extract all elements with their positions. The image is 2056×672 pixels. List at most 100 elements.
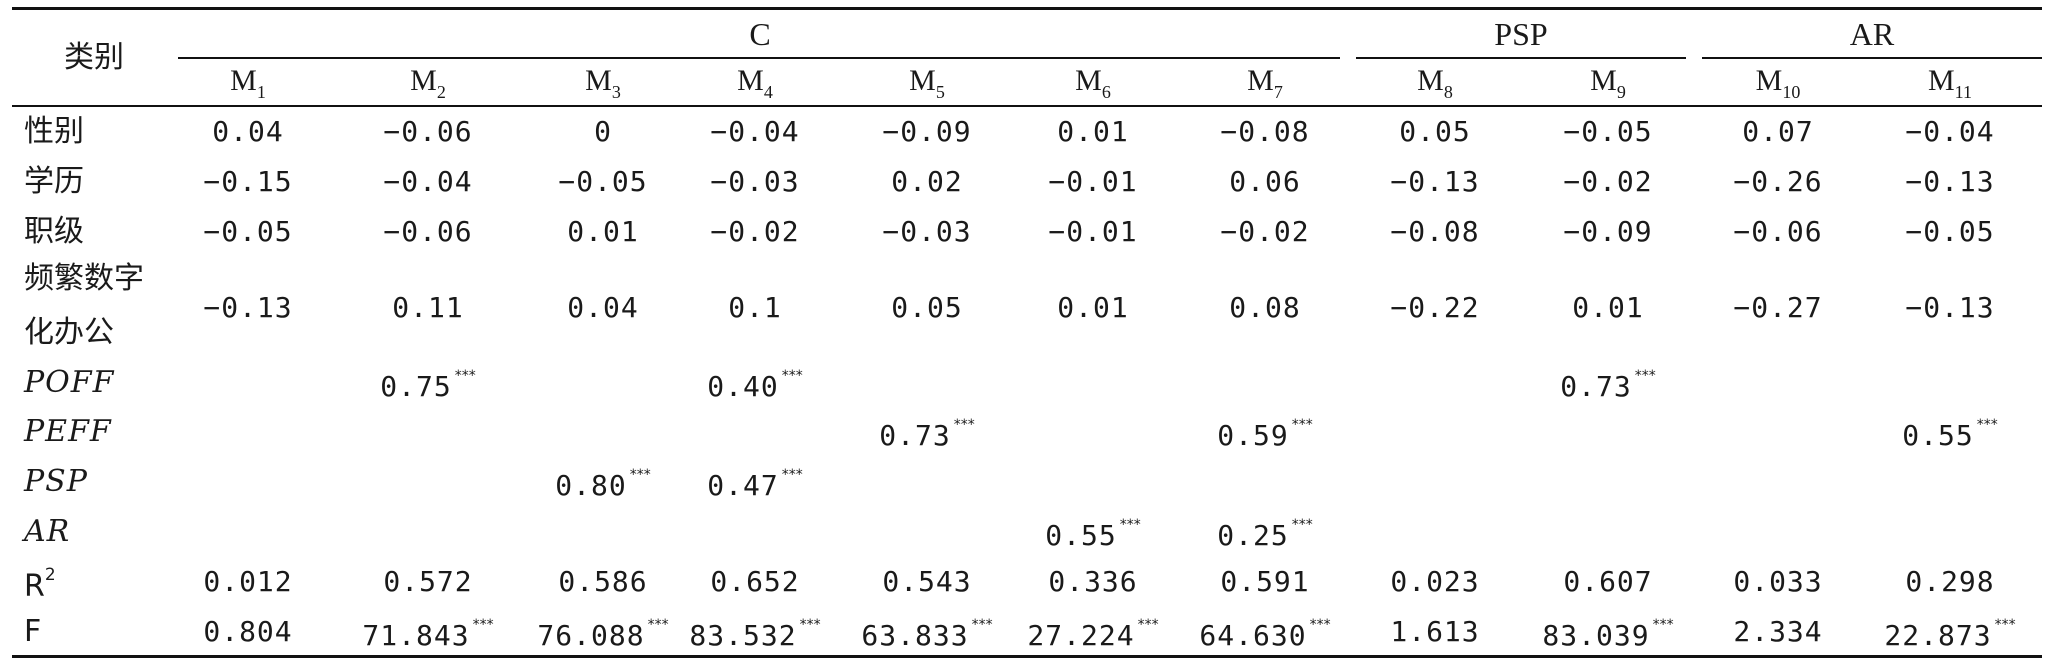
- cell-value: −0.06: [383, 115, 473, 148]
- table-cell: −0.13: [1390, 168, 1479, 196]
- cell-value: 0.25: [1217, 519, 1289, 552]
- cell-value: 0.55: [1902, 419, 1974, 452]
- bottom-rule: [12, 655, 2042, 658]
- table-cell: −0.03: [710, 168, 799, 196]
- model-base: M: [410, 64, 437, 97]
- cell-value: 0.01: [1057, 115, 1129, 148]
- row-label-text: 职级: [24, 214, 84, 249]
- cell-value: −0.06: [1733, 215, 1823, 248]
- cell-value: −0.15: [203, 165, 293, 198]
- row-label: F: [24, 617, 41, 647]
- model-base: M: [1590, 64, 1617, 97]
- cell-value: 0.012: [203, 565, 293, 598]
- cell-value: −0.04: [1905, 115, 1995, 148]
- significance-marker: ***: [971, 617, 993, 633]
- cell-value: 0.586: [558, 565, 648, 598]
- group-psp-header: PSP: [1494, 16, 1548, 52]
- table-cell: 0.40 ***: [707, 369, 802, 401]
- table-cell: 0.01: [1057, 294, 1128, 322]
- table-cell: 0.01: [1572, 294, 1643, 322]
- cell-value: 0.804: [203, 615, 293, 648]
- table-cell: 0.336: [1048, 568, 1137, 596]
- table-cell: 0.80 ***: [555, 468, 650, 500]
- cell-value: 0.1: [728, 291, 782, 324]
- row-label-superscript: 2: [44, 565, 56, 585]
- table-cell: −0.06: [383, 218, 472, 246]
- group-ar-header: AR: [1849, 16, 1895, 52]
- model-subscript: 6: [1101, 82, 1111, 102]
- cell-value: 0.01: [1572, 291, 1644, 324]
- significance-marker: ***: [799, 617, 821, 633]
- table-cell: −0.02: [1563, 168, 1652, 196]
- cell-value: 0.06: [1229, 165, 1301, 198]
- row-label: 性别: [24, 117, 84, 147]
- model-header: M8: [1417, 66, 1453, 102]
- table-cell: 0.02: [891, 168, 962, 196]
- row-label: 频繁数字: [24, 264, 144, 294]
- table-cell: 83.532 ***: [689, 618, 820, 650]
- table-cell: −0.06: [383, 118, 472, 146]
- table-cell: −0.04: [710, 118, 799, 146]
- table-cell: −0.15: [203, 168, 292, 196]
- cell-value: 0.80: [555, 469, 627, 502]
- table-cell: 0.47 ***: [707, 468, 802, 500]
- row-label-text: 性别: [24, 114, 84, 149]
- model-base: M: [909, 64, 936, 97]
- cell-value: 0.05: [1399, 115, 1471, 148]
- cell-value: 83.039: [1542, 619, 1650, 652]
- category-header: 类别: [64, 40, 124, 75]
- cell-value: 0.01: [1057, 291, 1129, 324]
- model-subscript: 8: [1443, 82, 1453, 102]
- row-label: PSP: [24, 467, 88, 497]
- top-rule: [12, 7, 2042, 10]
- significance-marker: ***: [1994, 617, 2016, 633]
- model-header: M11: [1927, 64, 1972, 102]
- model-header: M5: [909, 64, 945, 102]
- cell-value: 0.572: [383, 565, 473, 598]
- cell-value: −0.05: [558, 165, 648, 198]
- cell-value: −0.02: [1220, 215, 1310, 248]
- cell-value: 0.591: [1220, 565, 1310, 598]
- cell-value: 0.01: [567, 215, 639, 248]
- row-label-text: 频繁数字: [24, 261, 144, 296]
- cell-value: −0.08: [1390, 215, 1480, 248]
- model-base: M: [1927, 64, 1955, 97]
- table-cell: 71.843 ***: [362, 618, 493, 650]
- significance-marker: ***: [953, 417, 975, 433]
- cell-value: −0.13: [1390, 165, 1480, 198]
- table-cell: 22.873 ***: [1884, 618, 2015, 650]
- cell-value: 0.05: [891, 291, 963, 324]
- row-label: R2: [24, 567, 56, 602]
- table-cell: 76.088 ***: [537, 618, 668, 650]
- cell-value: −0.13: [1905, 291, 1995, 324]
- row-label: PEFF: [24, 417, 112, 447]
- cell-value: −0.09: [1563, 215, 1653, 248]
- model-header: M2: [410, 64, 446, 102]
- model-base: M: [1247, 64, 1274, 97]
- table-cell: 0.04: [567, 294, 638, 322]
- group-rule-ar: [1702, 57, 2042, 59]
- row-label: AR: [24, 517, 70, 547]
- table-cell: 27.224 ***: [1027, 618, 1158, 650]
- table-cell: 0.033: [1733, 568, 1822, 596]
- significance-marker: ***: [1976, 417, 1998, 433]
- cell-value: −0.04: [383, 165, 473, 198]
- cell-value: −0.13: [1905, 165, 1995, 198]
- row-label-text: AR: [24, 514, 71, 549]
- row-label-text: PEFF: [24, 414, 112, 449]
- cell-value: −0.02: [710, 215, 800, 248]
- model-header: M4: [737, 66, 773, 102]
- cell-value: 0.298: [1905, 565, 1995, 598]
- cell-value: 0.73: [879, 419, 951, 452]
- cell-value: 63.833: [861, 619, 969, 652]
- model-base: M: [230, 64, 257, 97]
- model-subscript: 5: [935, 82, 945, 102]
- cell-value: −0.04: [710, 115, 800, 148]
- model-header: M9: [1590, 64, 1626, 102]
- table-cell: 0.804: [203, 618, 292, 646]
- cell-value: 0.55: [1045, 519, 1117, 552]
- cell-value: 0.04: [212, 115, 284, 148]
- cell-value: −0.01: [1048, 215, 1138, 248]
- model-base: M: [585, 64, 612, 97]
- table-cell: −0.05: [558, 168, 647, 196]
